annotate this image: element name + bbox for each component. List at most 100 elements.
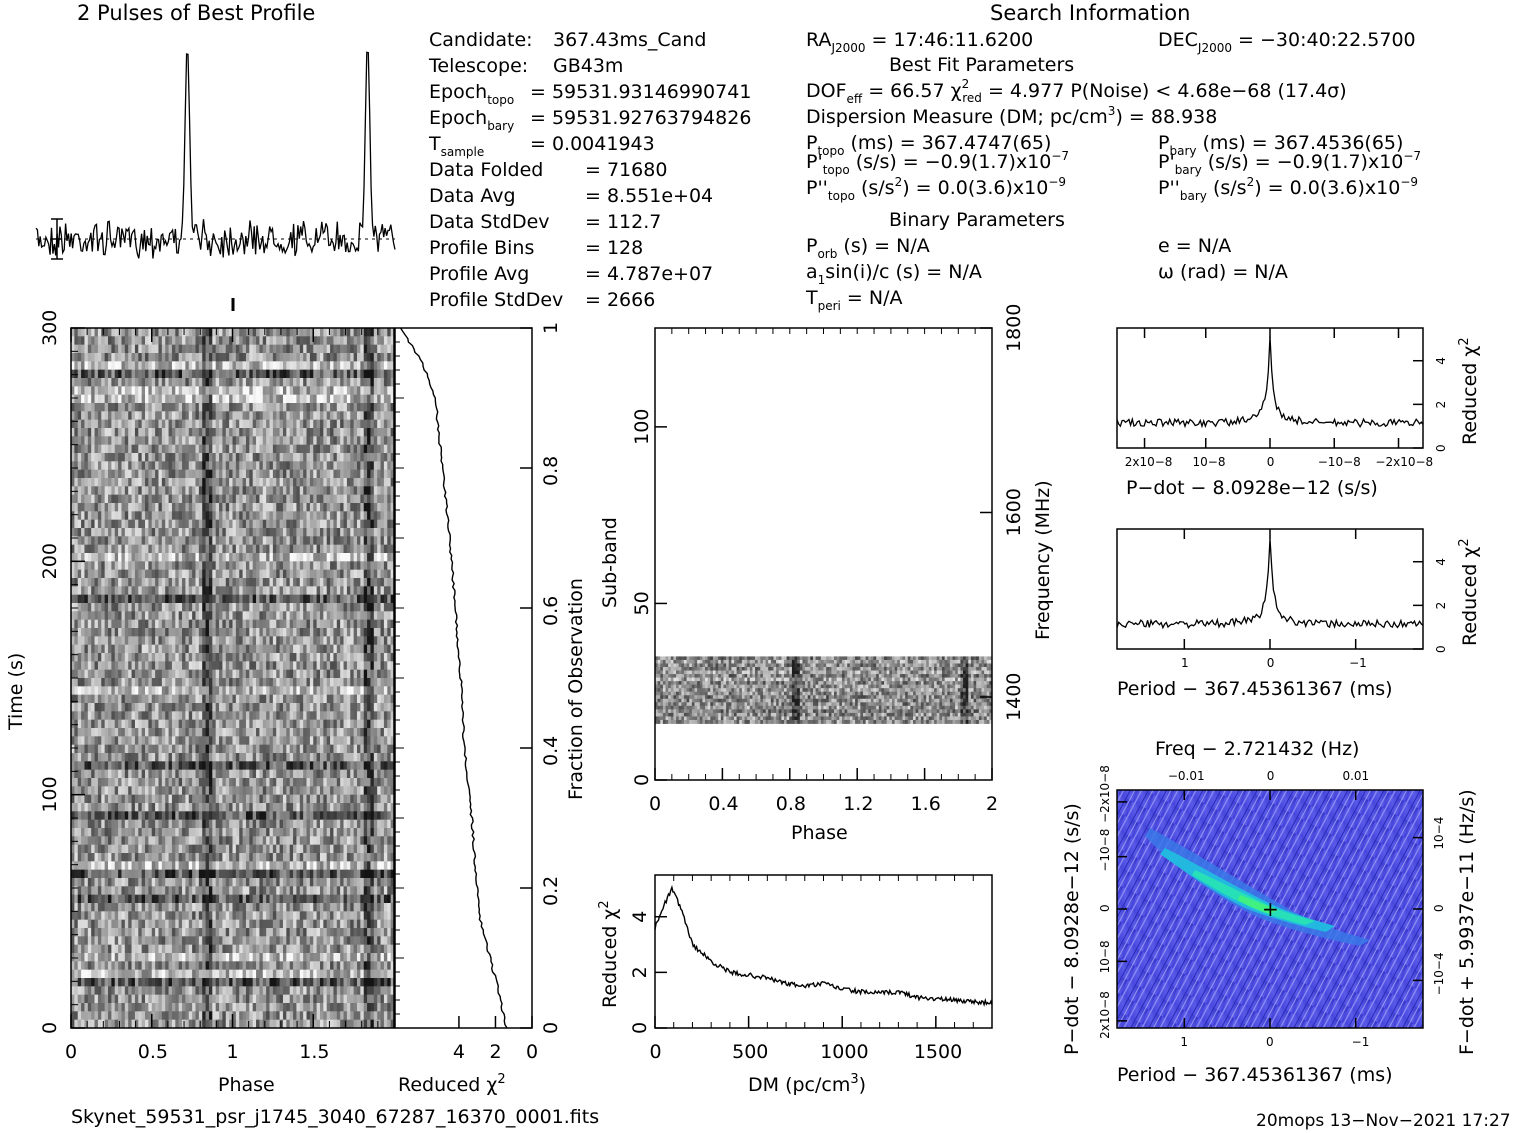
cand-info-value: = 128 <box>585 237 643 259</box>
best-fit-title: Best Fit Parameters <box>889 54 1074 76</box>
ra-readout: RAJ2000 = 17:46:11.6200 <box>806 29 1033 55</box>
sb-ytick: 100 <box>631 409 653 445</box>
dm-xlabel: DM (pc/cm3) <box>748 1072 866 1096</box>
timestamp: 20mops 13−Nov−2021 17:27 <box>1256 1111 1511 1131</box>
subband-phase-plot: 0 0.4 0.8 1.2 1.6 2 0 50 100 1400 1600 1800 Phase S… <box>599 304 1054 844</box>
dm-chi2-curve <box>654 884 993 1007</box>
sb-xtick: 0.8 <box>776 793 806 815</box>
chi-xtick: 0 <box>1267 455 1275 469</box>
pddot-bary-readout: P''bary (s/s2) = 0.0(3.6)x10−9 <box>1158 175 1418 203</box>
sb-xtick: 0.4 <box>708 793 738 815</box>
sb-xtick: 1.6 <box>911 793 941 815</box>
fraction-ylabel: Fraction of Observation <box>565 578 587 800</box>
cand-info-label: Profile Avg <box>429 263 529 285</box>
time-chi2-axes: 4 2 00 0.2 0.4 0.6 0.8 1 <box>395 322 562 1063</box>
binary-title: Binary Parameters <box>889 209 1065 231</box>
chi-xtick: −1 <box>1349 656 1367 670</box>
time-chi2-plot: 4 2 00 0.2 0.4 0.6 0.8 1 Reduced χ2 Fraction of… <box>394 322 587 1096</box>
period-chi2-plot: 1 0 −1 0 2 4 Period − 367.45361367 (ms) Reduc… <box>1116 528 1481 700</box>
omega-readout: ω (rad) = N/A <box>1158 261 1288 283</box>
time-phase-plot: 0 0.5 1 1.5 0 100 200 300 Phase Time (s) <box>5 310 395 1096</box>
cm-ytick: 10−8 <box>1098 940 1112 973</box>
tp-ytick: 200 <box>39 543 61 579</box>
pdot-ylabel: Reduced χ2 <box>1457 337 1481 445</box>
cand-info-label: Telescope: <box>428 55 528 77</box>
cand-info-value: = 8.551e+04 <box>585 185 713 207</box>
cand-info-label: Data StdDev <box>429 211 550 233</box>
subband-ylabel: Sub-band <box>599 517 621 608</box>
time-phase-xlabel: Phase <box>218 1074 275 1096</box>
tc-xtick: 4 <box>453 1041 465 1063</box>
cm-ytick: −2x10−8 <box>1098 765 1112 823</box>
cm-ytick: 2x10−8 <box>1098 991 1112 1039</box>
sb-ytick: 0 <box>631 774 653 786</box>
tc-ytick: 0.6 <box>540 596 562 626</box>
chi-xtick: −2x10−8 <box>1375 455 1433 469</box>
pddot-topo-readout: P''topo (s/s2) = 0.0(3.6)x10−9 <box>806 175 1066 203</box>
freq-title: Freq − 2.721432 (Hz) <box>1155 738 1359 760</box>
time-chi2-xlabel: Reduced χ2 <box>398 1072 506 1096</box>
asini-readout: a1sin(i)/c (s) = N/A <box>806 261 982 287</box>
sb-ytick: 50 <box>631 591 653 615</box>
dof-readout: DOFeff = 66.57 χ2 red = 4.977 P(Noise) < … <box>806 77 1347 106</box>
dm-xtick: 1000 <box>820 1041 868 1063</box>
cm-xtick: 1 <box>1180 1035 1188 1049</box>
best-fit-marker: + <box>1262 897 1279 921</box>
sb-y2tick: 1600 <box>1003 488 1025 536</box>
fdot-ylabel: F−dot + 5.9937e−11 (Hz/s) <box>1456 789 1478 1055</box>
tc-ytick: 0.2 <box>540 876 562 906</box>
time-phase-image <box>71 328 395 1029</box>
cand-info-value: = 59531.93146990741 <box>530 81 751 103</box>
dm-ytick: 2 <box>629 966 651 978</box>
pdot-period-plot: + 1 0 −1 −0.01 0 0.01 2x10−8 10−8 0 −10−8 −2x10−8 −… <box>1061 738 1478 1086</box>
cm-ytick: −10−8 <box>1098 829 1112 872</box>
subband-image <box>655 656 993 724</box>
dm-ytick: 0 <box>629 1022 651 1034</box>
cand-info-label: Data Avg <box>429 185 516 207</box>
tp-ytick: 300 <box>39 310 61 346</box>
pulse-profile-plot <box>35 51 396 311</box>
period-chi2-axes: 1 0 −1 0 2 4 <box>1181 529 1448 670</box>
cand-info-value: = 0.0041943 <box>530 133 655 155</box>
sb-xtick: 1.2 <box>843 793 873 815</box>
pdot-bary-readout: P'bary (s/s) = −0.9(1.7)x10−7 <box>1158 149 1421 177</box>
porb-readout: Porb (s) = N/A <box>806 235 930 261</box>
tp-ytick: 0 <box>39 1022 61 1034</box>
cand-info-value: = 59531.92763794826 <box>530 107 751 129</box>
chi-xtick: 10−8 <box>1193 455 1226 469</box>
cm-y2tick: −10−4 <box>1432 952 1446 995</box>
chi-ytick: 4 <box>1434 558 1448 566</box>
pdot-topo-readout: P'topo (s/s) = −0.9(1.7)x10−7 <box>806 149 1069 177</box>
cand-info-value: = 71680 <box>585 159 667 181</box>
cm-ytick: 0 <box>1098 904 1112 912</box>
tp-xtick: 0.5 <box>138 1041 168 1063</box>
cm-xtick: −1 <box>1352 1035 1370 1049</box>
cand-info-value: = 4.787e+07 <box>585 263 713 285</box>
cand-info-label: Epochtopo <box>429 81 514 107</box>
profile-curve <box>35 51 396 259</box>
pbary-readout: Pbary (ms) = 367.4536(65) <box>1158 132 1403 158</box>
tp-ytick: 100 <box>39 776 61 812</box>
period-ylabel: Reduced χ2 <box>1457 538 1481 646</box>
tp-xtick: 1.5 <box>299 1041 329 1063</box>
cand-info-label: Profile StdDev <box>429 289 563 311</box>
cm-x2tick: 0.01 <box>1342 769 1369 783</box>
cand-info-value: GB43m <box>553 55 623 77</box>
tp-xtick: 0 <box>65 1041 77 1063</box>
profile-title: 2 Pulses of Best Profile <box>77 1 315 25</box>
cand-info-value: = 112.7 <box>585 211 661 233</box>
sb-xtick: 0 <box>649 793 661 815</box>
cm-xtick: 0 <box>1266 1035 1274 1049</box>
dm-chi2-plot: 0 500 1000 1500 0 2 4 DM (pc/cm3) Reduced χ2 <box>597 874 993 1096</box>
cand-info-label: Candidate: <box>429 29 533 51</box>
time-phase-axes: 0 0.5 1 1.5 0 100 200 300 <box>39 310 395 1063</box>
time-chi2-curve <box>400 327 508 1029</box>
tc-ytick: 0.4 <box>540 736 562 766</box>
chi-ytick: 2 <box>1434 602 1448 610</box>
ecc-readout: e = N/A <box>1158 235 1231 257</box>
chi-xtick: 2x10−8 <box>1125 455 1173 469</box>
pdot-xlabel: P−dot − 8.0928e−12 (s/s) <box>1126 477 1378 499</box>
candidate-info: Candidate: 367.43ms_Cand Telescope: GB43m Ep… <box>428 29 751 311</box>
cm-x2tick: −0.01 <box>1168 769 1205 783</box>
